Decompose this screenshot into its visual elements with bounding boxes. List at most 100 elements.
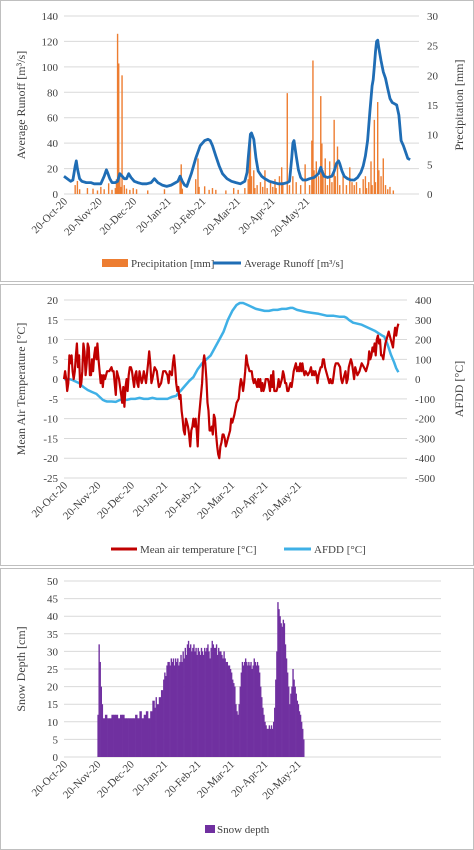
y2-tick-label: 0: [415, 374, 421, 386]
precipitation-bar: [244, 188, 246, 194]
precipitation-bar: [374, 182, 377, 194]
snow-depth-bar: [264, 721, 266, 757]
precipitation-bar: [353, 185, 355, 194]
precipitation-bar: [103, 189, 105, 194]
precipitation-bar: [111, 189, 113, 194]
snow-depth-bar: [298, 711, 301, 757]
y-tick-label: 15: [47, 315, 59, 327]
y2-tick-label: -400: [415, 453, 436, 465]
snow-depth-bar: [241, 661, 244, 757]
snow-depth-bar: [191, 651, 193, 757]
precipitation-bar: [129, 189, 131, 194]
snow-depth-bar: [261, 697, 263, 757]
snow-depth-bar: [219, 651, 221, 757]
snow-depth-bar: [266, 728, 268, 757]
snow-depth-bar: [178, 665, 180, 757]
snow-depth-bar: [293, 679, 295, 757]
snow-depth-bar: [173, 665, 176, 757]
precipitation-bar: [74, 185, 76, 194]
snow-depth-bar: [205, 651, 207, 757]
snow-depth-bar: [239, 686, 241, 757]
y-tick-label: 35: [47, 629, 59, 641]
snow-depth-bar: [215, 644, 218, 757]
precipitation-bar: [120, 186, 122, 194]
snow-depth-bar: [257, 665, 260, 757]
precipitation-bar: [312, 60, 314, 194]
precipitation-bar: [275, 188, 277, 194]
precipitation-bar: [264, 170, 266, 194]
precipitation-bar: [364, 176, 367, 194]
precipitation-bar: [288, 185, 291, 194]
precipitation-bar: [107, 183, 110, 194]
snow-depth-bar: [249, 665, 251, 757]
y-tick-label: 80: [47, 87, 59, 99]
snow-depth-bar: [176, 661, 178, 757]
y-tick-label: -25: [43, 473, 58, 485]
snow-depth-bar: [275, 679, 277, 757]
snow-depth-bar: [130, 718, 134, 757]
snow-depth-bar: [179, 661, 181, 757]
snow-depth-bar: [100, 686, 102, 757]
snow-depth-bar: [225, 661, 227, 757]
snow-depth-bar: [242, 665, 245, 757]
precipitation-bar: [96, 190, 99, 194]
snow-depth-bar: [268, 725, 271, 757]
snow-depth-bar: [169, 665, 171, 757]
snow-depth-bar: [210, 647, 212, 757]
precipitation-bar: [339, 185, 341, 194]
y-tick-label: 140: [42, 11, 59, 23]
snow-depth-bar: [156, 704, 160, 757]
snow-depth-bar: [101, 704, 104, 757]
snow-depth-bar: [193, 644, 195, 757]
snow-depth-bar: [200, 647, 203, 757]
precipitation-bar: [373, 119, 376, 194]
snow-depth-panel: 0 5 10 15 20 25 30 35 40 45 50 20-Oct-20 20-Nov-20 20…: [0, 568, 474, 850]
y-tick-label: 10: [47, 335, 59, 347]
precipitation-bar: [370, 161, 372, 194]
precipitation-bar: [181, 188, 184, 194]
precipitation-bar: [333, 119, 335, 194]
precipitation-bar: [197, 158, 199, 194]
y-tick-label: 60: [47, 113, 59, 125]
precipitation-bar: [317, 176, 320, 194]
snow-depth-bar: [155, 697, 157, 757]
snow-depth-bar: [292, 669, 294, 757]
precipitation-bar: [198, 186, 200, 194]
precipitation-bar: [116, 33, 119, 194]
snow-depth-bar: [274, 707, 276, 757]
snow-depth-bar: [107, 718, 110, 757]
snow-depth-bar: [276, 651, 278, 757]
precipitation-bar: [179, 179, 181, 194]
snow-depth-bar: [207, 644, 209, 757]
y2-tick-label: 20: [427, 70, 439, 82]
snow-depth-chart: 0510152025303540455020-Oct-2020-Nov-2020…: [14, 576, 441, 836]
x-tick-label: 20-Mar-21: [201, 196, 243, 238]
snow-depth-bar: [260, 686, 262, 757]
snow-depth-bar: [137, 718, 140, 757]
snow-depth-bar: [278, 609, 280, 757]
snow-depth-bar: [99, 661, 101, 757]
precipitation-bar: [119, 176, 121, 194]
y2-tick-label: -300: [415, 433, 436, 445]
y-tick-label: 40: [47, 611, 59, 623]
snow-depth-bar: [180, 654, 182, 757]
snow-depth-bar: [171, 661, 174, 757]
y2-tick-label: -500: [415, 473, 436, 485]
snow-depth-bar: [113, 714, 117, 757]
snow-depth-bar: [291, 686, 293, 757]
precipitation-bar: [266, 188, 268, 194]
snow-depth-bar: [294, 686, 296, 757]
snow-depth-bar: [182, 651, 184, 757]
y2-tick-label: 30: [427, 11, 439, 23]
precipitation-bar: [274, 179, 276, 194]
snow-depth-bar: [238, 704, 240, 757]
snow-depth-bar: [124, 718, 127, 757]
y-tick-label: 40: [47, 138, 59, 150]
precipitation-bar: [308, 185, 311, 194]
precipitation-bar: [376, 102, 379, 194]
snow-depth-bar: [256, 661, 259, 757]
snow-depth-bar: [243, 661, 246, 757]
snow-depth-bar: [214, 647, 217, 757]
precipitation-bar: [208, 189, 210, 194]
snow-depth-bar: [109, 718, 112, 757]
